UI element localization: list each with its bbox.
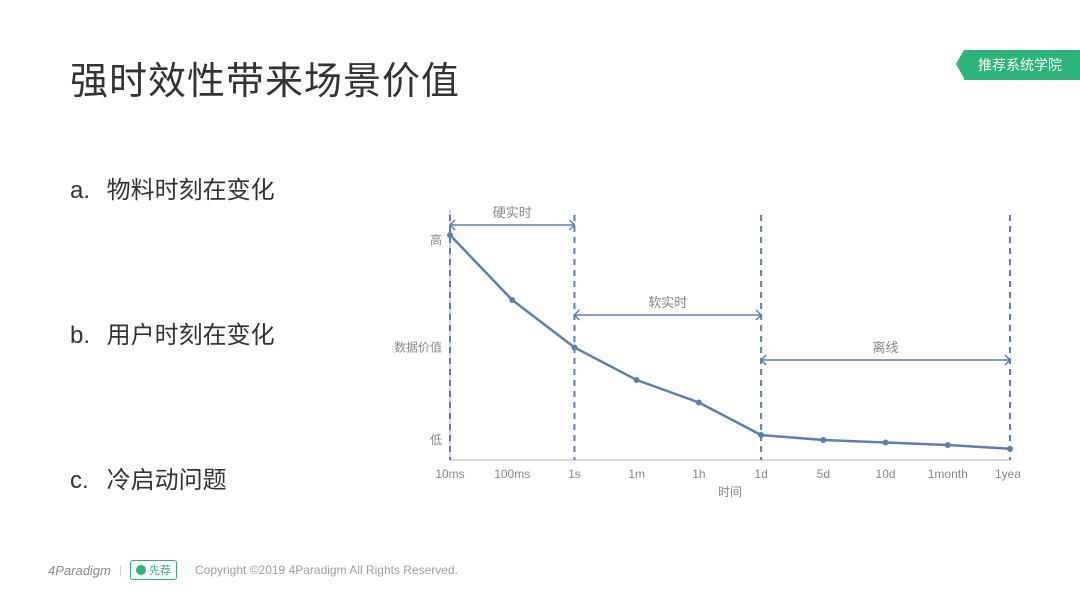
value-decay-chart: 硬实时软实时离线 10ms 100ms 1s 1m 1h 1d 5d 10d 1month 1yea…: [390, 200, 1020, 520]
logo-dot-icon: [136, 565, 146, 575]
bullet-text: 用户时刻在变化: [107, 322, 275, 349]
bullet-label: c.: [70, 467, 100, 495]
svg-text:时间: 时间: [718, 485, 742, 499]
bullet-c: c. 冷启动问题: [70, 460, 380, 495]
svg-text:10d: 10d: [876, 467, 896, 481]
svg-text:低: 低: [430, 433, 442, 447]
corner-badge: 推荐系统学院: [964, 50, 1080, 80]
svg-text:硬实时: 硬实时: [493, 205, 532, 220]
svg-text:5d: 5d: [817, 467, 830, 481]
divider: |: [119, 563, 122, 577]
svg-text:数据价值: 数据价值: [394, 340, 442, 355]
svg-text:1d: 1d: [754, 467, 767, 481]
svg-text:软实时: 软实时: [648, 295, 687, 310]
bullet-label: b.: [70, 322, 100, 350]
paradigm-logo: 4Paradigm: [48, 563, 111, 578]
svg-text:高: 高: [430, 232, 442, 247]
svg-text:1year: 1year: [995, 467, 1020, 481]
svg-text:1h: 1h: [692, 467, 705, 481]
svg-text:10ms: 10ms: [435, 467, 464, 481]
bullet-list: a. 物料时刻在变化 b. 用户时刻在变化 c. 冷启动问题: [70, 170, 380, 605]
slide-title: 强时效性带来场景价值: [70, 50, 460, 105]
bullet-b: b. 用户时刻在变化: [70, 315, 380, 350]
xianjian-logo: 先荐: [130, 560, 177, 580]
svg-text:1s: 1s: [568, 467, 581, 481]
footer: 4Paradigm | 先荐 Copyright ©2019 4Paradigm…: [48, 560, 458, 580]
svg-text:1month: 1month: [928, 467, 968, 481]
bullet-text: 冷启动问题: [107, 467, 227, 494]
xianjian-text: 先荐: [149, 562, 171, 578]
svg-text:100ms: 100ms: [494, 467, 530, 481]
bullet-label: a.: [70, 177, 100, 205]
bullet-text: 物料时刻在变化: [107, 177, 275, 204]
svg-text:1m: 1m: [628, 467, 645, 481]
bullet-a: a. 物料时刻在变化: [70, 170, 380, 205]
copyright-text: Copyright ©2019 4Paradigm All Rights Res…: [195, 563, 458, 577]
svg-text:离线: 离线: [873, 340, 899, 355]
